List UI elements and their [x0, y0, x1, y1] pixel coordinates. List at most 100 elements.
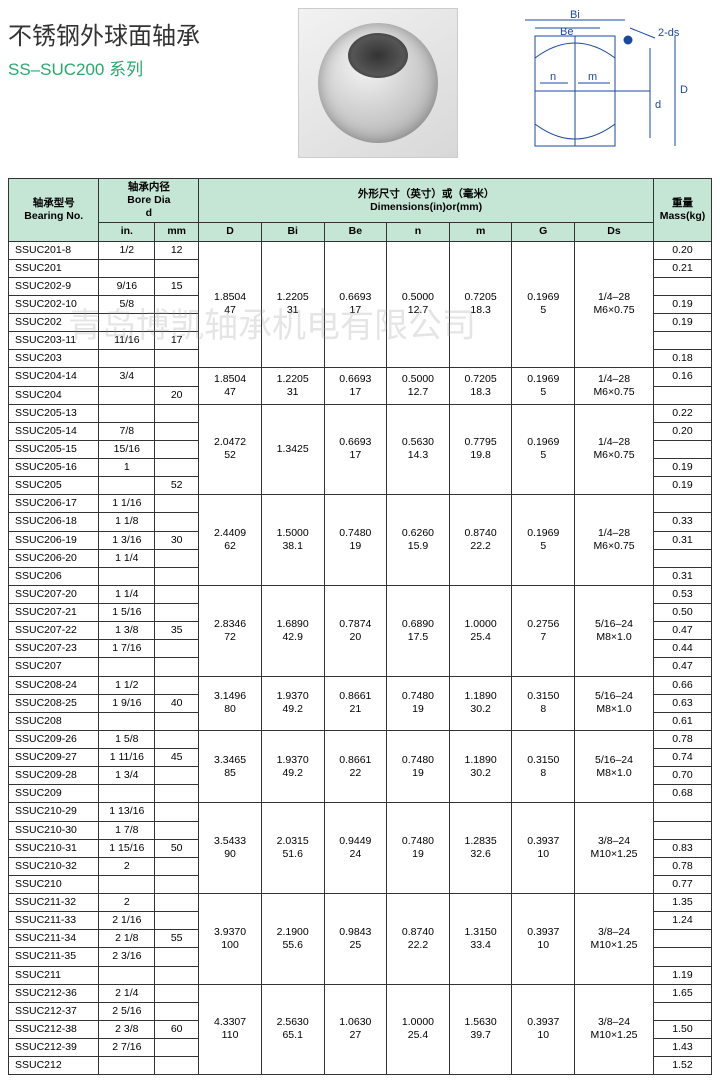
cell-dim: 2.047252	[199, 404, 262, 495]
cell-mass	[653, 930, 711, 948]
cell-mass: 0.33	[653, 513, 711, 531]
cell-bearing-no: SSUC206-19	[9, 531, 99, 549]
cell-in: 1	[99, 459, 155, 477]
cell-bearing-no: SSUC204-14	[9, 368, 99, 386]
cell-mm	[155, 440, 199, 458]
cell-dim: 0.500012.7	[387, 368, 450, 404]
cell-dim: 0.393710	[512, 803, 575, 894]
cell-bearing-no: SSUC211	[9, 966, 99, 984]
cell-dim: 2.031551.6	[261, 803, 324, 894]
cell-bearing-no: SSUC201-8	[9, 241, 99, 259]
cell-mm	[155, 295, 199, 313]
cell-in: 7/8	[99, 422, 155, 440]
cell-dim: 3.149680	[199, 676, 262, 730]
svg-text:Be: Be	[560, 26, 573, 38]
cell-in: 1 7/16	[99, 640, 155, 658]
cell-dim: 3.346585	[199, 730, 262, 803]
cell-mass: 0.31	[653, 567, 711, 585]
th-dims: 外形尺寸（英寸）或（毫米）Dimensions(in)or(mm)	[199, 179, 654, 223]
cell-dim: 1.937049.2	[261, 730, 324, 803]
title-chinese: 不锈钢外球面轴承	[8, 16, 288, 51]
cell-dim: 0.31508	[512, 730, 575, 803]
cell-in: 2 1/4	[99, 984, 155, 1002]
cell-dim: 1.220531	[261, 368, 324, 404]
cell-in: 1 1/8	[99, 513, 155, 531]
cell-bearing-no: SSUC202-9	[9, 277, 99, 295]
table-row: SSUC207-201 1/42.8346721.689042.90.78742…	[9, 585, 712, 603]
cell-dim: 1.220531	[261, 241, 324, 368]
cell-bearing-no: SSUC205-15	[9, 440, 99, 458]
cell-mm: 52	[155, 477, 199, 495]
cell-dim: 0.874022.2	[449, 495, 512, 586]
cell-mm	[155, 1039, 199, 1057]
cell-dim: 0.669317	[324, 404, 387, 495]
svg-text:d: d	[655, 99, 661, 111]
cell-dim: 1.563039.7	[449, 984, 512, 1075]
cell-in: 1 1/16	[99, 495, 155, 513]
svg-text:Bi: Bi	[570, 9, 580, 21]
cell-dim: 1.3425	[261, 404, 324, 495]
table-row: SSUC204-143/41.8504471.2205310.6693170.5…	[9, 368, 712, 386]
cell-dim: 0.787420	[324, 585, 387, 676]
cell-bearing-no: SSUC209-28	[9, 767, 99, 785]
cell-mm	[155, 676, 199, 694]
cell-mass	[653, 948, 711, 966]
cell-ds: 1/4–28M6×0.75	[575, 241, 654, 368]
cell-mm	[155, 259, 199, 277]
cell-in: 1 15/16	[99, 839, 155, 857]
table-head: 轴承型号Bearing No. 轴承内径Bore Diad 外形尺寸（英寸）或（…	[9, 179, 712, 242]
cell-dim: 2.563065.1	[261, 984, 324, 1075]
cell-bearing-no: SSUC207-22	[9, 622, 99, 640]
cell-bearing-no: SSUC202-10	[9, 295, 99, 313]
cell-dim: 1.850447	[199, 368, 262, 404]
cell-mm	[155, 767, 199, 785]
cell-mm	[155, 459, 199, 477]
cell-bearing-no: SSUC210	[9, 875, 99, 893]
cell-bearing-no: SSUC211-33	[9, 912, 99, 930]
cell-mm	[155, 857, 199, 875]
cell-in	[99, 567, 155, 585]
cell-mm: 20	[155, 386, 199, 404]
cell-bearing-no: SSUC205-16	[9, 459, 99, 477]
cell-dim: 0.393710	[512, 984, 575, 1075]
cell-mass: 0.70	[653, 767, 711, 785]
cell-in	[99, 404, 155, 422]
cell-mass: 0.78	[653, 857, 711, 875]
cell-mm	[155, 1057, 199, 1075]
cell-dim: 0.689017.5	[387, 585, 450, 676]
cell-mass: 0.18	[653, 350, 711, 368]
th-bore: 轴承内径Bore Diad	[99, 179, 199, 223]
cell-dim: 0.669317	[324, 368, 387, 404]
cell-mm	[155, 368, 199, 386]
cell-dim: 1.189030.2	[449, 676, 512, 730]
cell-in: 2	[99, 894, 155, 912]
cell-bearing-no: SSUC207-23	[9, 640, 99, 658]
cell-mm	[155, 549, 199, 567]
cell-dim: 1.689042.9	[261, 585, 324, 676]
cell-dim: 0.720518.3	[449, 368, 512, 404]
cell-mass: 1.52	[653, 1057, 711, 1075]
cell-bearing-no: SSUC210-29	[9, 803, 99, 821]
cell-mm	[155, 658, 199, 676]
th-D: D	[199, 223, 262, 241]
cell-mass: 0.83	[653, 839, 711, 857]
cell-in: 1 13/16	[99, 803, 155, 821]
cell-bearing-no: SSUC203	[9, 350, 99, 368]
cell-dim: 0.748019	[387, 676, 450, 730]
cell-bearing-no: SSUC210-32	[9, 857, 99, 875]
cell-dim: 0.866121	[324, 676, 387, 730]
svg-text:D: D	[680, 84, 688, 96]
cell-dim: 0.19695	[512, 404, 575, 495]
table-row: SSUC209-261 5/83.3465851.937049.20.86612…	[9, 730, 712, 748]
cell-ds: 5/16–24M8×1.0	[575, 676, 654, 730]
dimension-diagram: Bi Be 2-ds n m D d	[468, 8, 712, 168]
cell-mass	[653, 495, 711, 513]
cell-mass: 0.22	[653, 404, 711, 422]
cell-dim: 0.748019	[387, 730, 450, 803]
cell-mass: 0.19	[653, 459, 711, 477]
cell-mm	[155, 894, 199, 912]
cell-dim: 2.834672	[199, 585, 262, 676]
cell-bearing-no: SSUC208	[9, 712, 99, 730]
table-body: SSUC201-81/2121.8504471.2205310.6693170.…	[9, 241, 712, 1075]
th-Ds: Ds	[575, 223, 654, 241]
